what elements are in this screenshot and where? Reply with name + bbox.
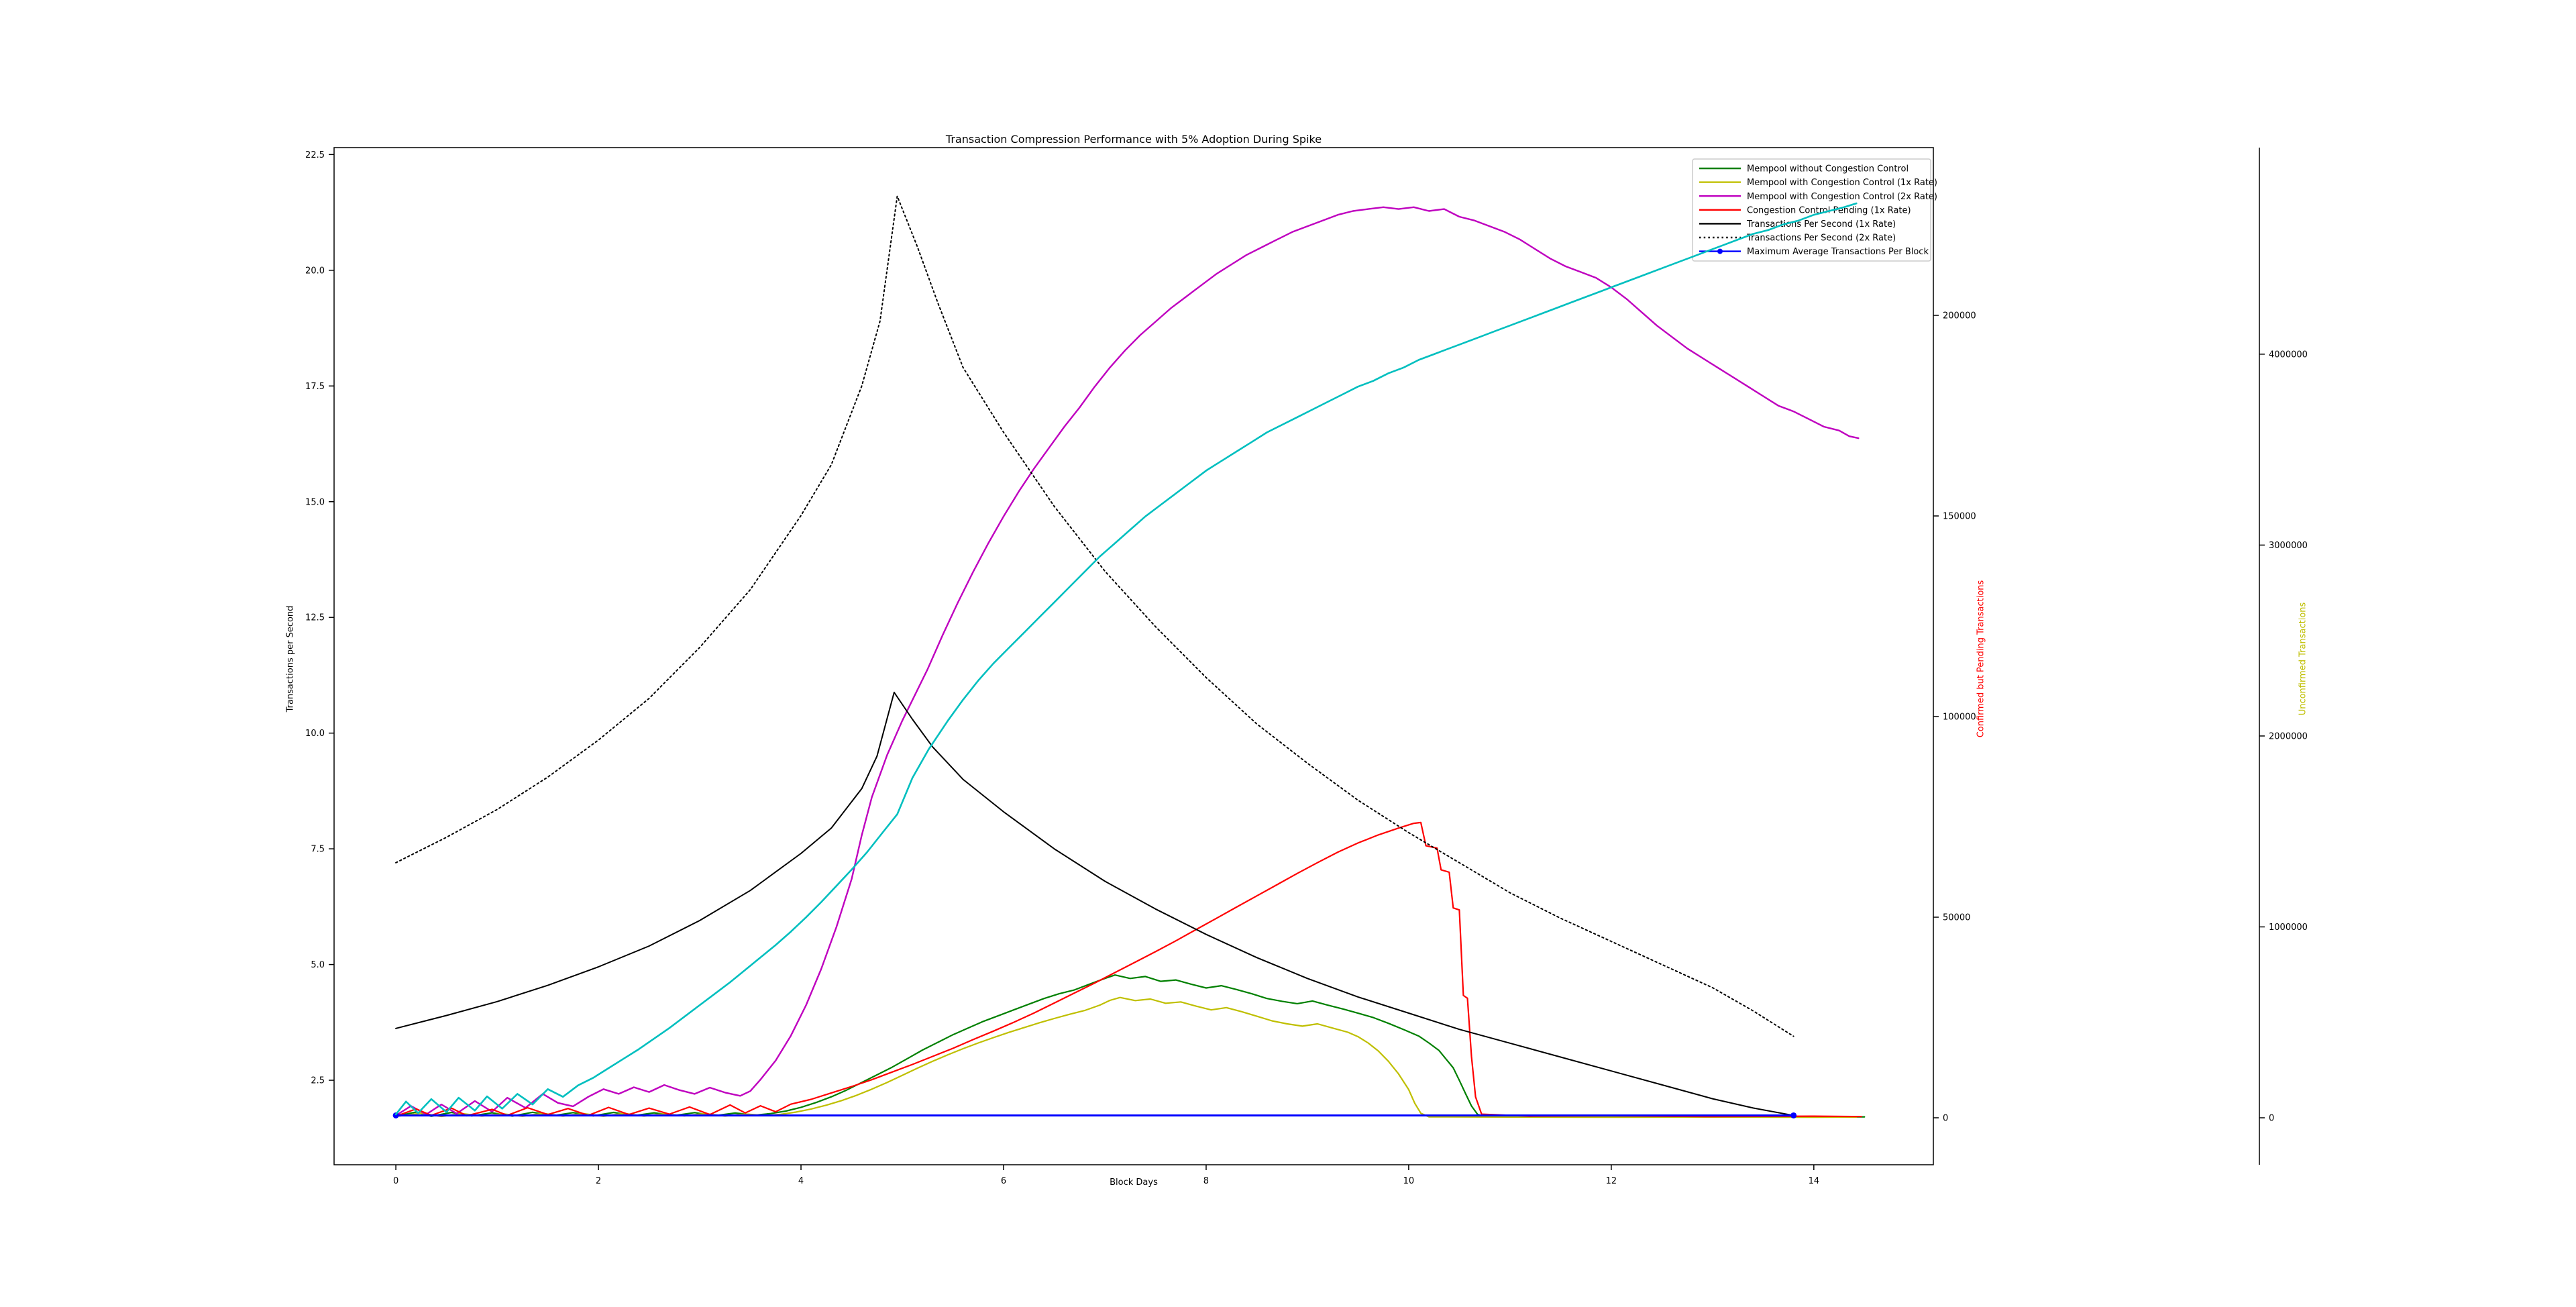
left-tick-label: 17.5 [305, 382, 325, 392]
unconfirmed-tick-label: 2000000 [2269, 731, 2308, 741]
left-tick-label: 20.0 [305, 266, 325, 276]
x-tick-label: 2 [596, 1176, 601, 1186]
series-marker-max-avg-transactions-per-block [1790, 1112, 1797, 1118]
x-axis-label: Block Days [1110, 1178, 1158, 1188]
left-tick-label: 7.5 [311, 845, 325, 855]
series-unlabeled-cyan-series [394, 202, 1858, 1116]
chart-title: Transaction Compression Performance with… [945, 133, 1322, 146]
left-tick-label: 22.5 [305, 150, 325, 160]
pending-tick-label: 50000 [1943, 913, 1970, 923]
x-tick-label: 10 [1403, 1176, 1415, 1186]
series-tps-2x [395, 195, 1794, 1037]
unconfirmed-tick-label: 3000000 [2269, 541, 2308, 551]
x-tick-label: 0 [393, 1176, 398, 1186]
series-mempool-with-cc-1x [394, 996, 1858, 1118]
legend-entry-label: Mempool with Congestion Control (1x Rate… [1747, 178, 1937, 188]
y-axis-label-pending: Confirmed but Pending Transactions [1976, 580, 1986, 738]
y-axis-label-unconfirmed: Unconfirmed Transactions [2298, 602, 2308, 716]
series-congestion-control-pending-1x [394, 821, 1862, 1118]
legend-marker-sample [1717, 248, 1723, 254]
legend-entry-label: Mempool without Congestion Control [1747, 164, 1909, 174]
x-tick-label: 8 [1203, 1176, 1209, 1186]
pending-tick-label: 0 [1943, 1114, 1948, 1124]
left-tick-label: 10.0 [305, 729, 325, 739]
x-tick-label: 4 [798, 1176, 804, 1186]
unconfirmed-tick-label: 4000000 [2269, 350, 2308, 360]
series-mempool-with-cc-2x [394, 206, 1860, 1116]
legend-entry-label: Transactions Per Second (2x Rate) [1746, 233, 1896, 244]
legend-box [1692, 158, 1931, 262]
x-tick-label: 6 [1001, 1176, 1006, 1186]
left-tick-label: 12.5 [305, 613, 325, 623]
pending-tick-label: 150000 [1943, 512, 1976, 522]
legend-entry-label: Mempool with Congestion Control (2x Rate… [1747, 192, 1937, 202]
left-tick-label: 15.0 [305, 497, 325, 507]
unconfirmed-tick-label: 0 [2269, 1114, 2274, 1124]
left-tick-label: 2.5 [311, 1076, 325, 1086]
x-tick-label: 12 [1606, 1176, 1617, 1186]
pending-tick-label: 100000 [1943, 713, 1976, 723]
plot-frame [333, 147, 1934, 1165]
series-tps-1x [395, 691, 1794, 1116]
series-mempool-without-cc [394, 974, 1866, 1118]
series-marker-max-avg-transactions-per-block [392, 1112, 399, 1118]
x-tick-label: 14 [1809, 1176, 1820, 1186]
unconfirmed-tick-label: 1000000 [2269, 923, 2308, 933]
y-axis-label-left: Transactions per Second [285, 605, 296, 713]
left-tick-label: 5.0 [311, 960, 325, 970]
legend-entry-label: Maximum Average Transactions Per Block [1747, 247, 1929, 257]
pending-tick-label: 200000 [1943, 311, 1976, 321]
legend-entry-label: Transactions Per Second (1x Rate) [1746, 219, 1896, 229]
